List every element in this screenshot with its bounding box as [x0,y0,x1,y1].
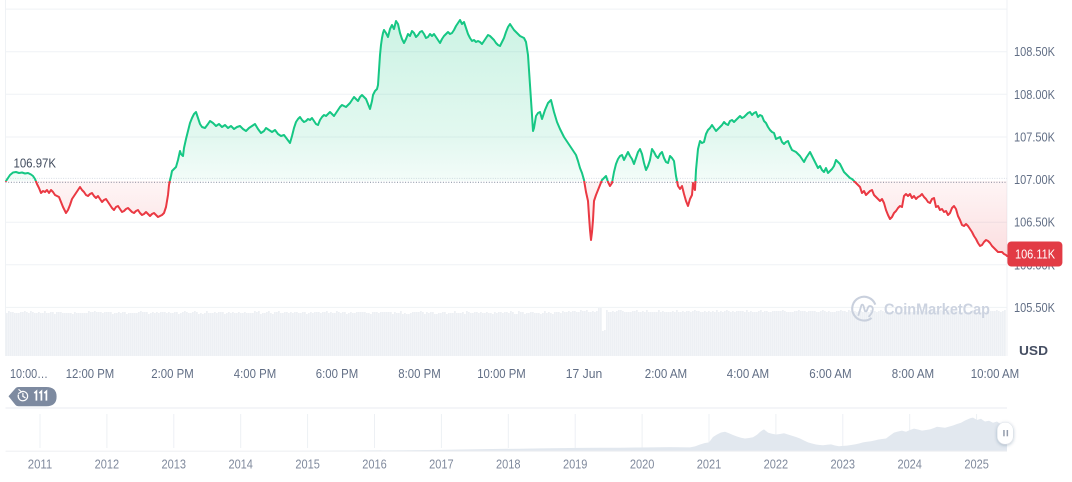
svg-text:2015: 2015 [295,458,320,472]
svg-text:2018: 2018 [496,458,521,472]
svg-text:2:00 AM: 2:00 AM [645,367,687,381]
svg-text:2020: 2020 [630,458,655,472]
svg-text:8:00 AM: 8:00 AM [892,367,934,381]
svg-text:2013: 2013 [162,458,187,472]
svg-text:2024: 2024 [897,458,922,472]
svg-text:2019: 2019 [563,458,588,472]
svg-text:10:00 PM: 10:00 PM [477,367,526,381]
svg-text:2023: 2023 [831,458,856,472]
svg-text:2012: 2012 [95,458,120,472]
svg-text:USD: USD [1019,344,1048,358]
svg-text:108.00K: 108.00K [1014,88,1056,102]
svg-text:17 Jun: 17 Jun [566,367,602,381]
svg-text:2025: 2025 [964,458,989,472]
svg-text:106.11K: 106.11K [1015,247,1055,262]
svg-text:6:00 PM: 6:00 PM [316,367,358,381]
svg-text:8:00 PM: 8:00 PM [398,367,440,381]
svg-text:12:00 PM: 12:00 PM [66,367,115,381]
svg-text:105.50K: 105.50K [1014,301,1056,315]
svg-text:2021: 2021 [697,458,722,472]
svg-text:10:00…: 10:00… [10,367,48,381]
svg-text:2017: 2017 [429,458,454,472]
svg-text:2:00 PM: 2:00 PM [151,367,193,381]
svg-text:CoinMarketCap: CoinMarketCap [884,302,990,319]
svg-text:2022: 2022 [764,458,789,472]
svg-text:107.50K: 107.50K [1014,131,1056,145]
svg-text:108.50K: 108.50K [1014,45,1056,59]
svg-text:106.50K: 106.50K [1014,216,1056,230]
svg-text:2011: 2011 [28,458,53,472]
svg-text:2016: 2016 [362,458,387,472]
svg-text:107.00K: 107.00K [1014,173,1056,187]
svg-text:106.97K: 106.97K [14,157,57,171]
svg-text:10:00 AM: 10:00 AM [971,367,1020,381]
svg-text:4:00 PM: 4:00 PM [234,367,276,381]
svg-text:6:00 AM: 6:00 AM [809,367,851,381]
svg-text:4:00 AM: 4:00 AM [727,367,769,381]
svg-text:2014: 2014 [228,458,253,472]
